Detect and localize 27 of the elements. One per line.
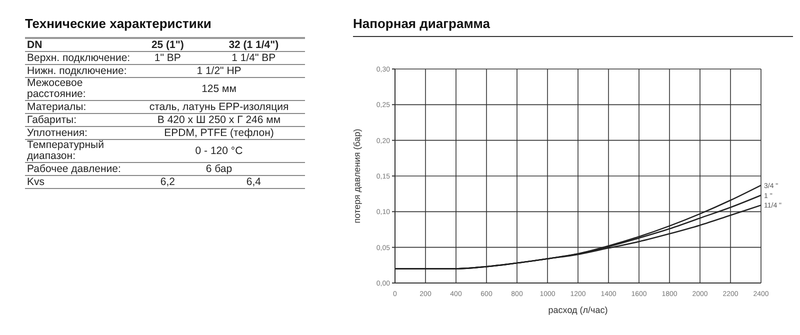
text: В 420 х Ш 250 х Г 246 мм [157, 114, 281, 126]
category-label: Габариты: [27, 114, 77, 126]
text: EPDM, PTFE (тефлон) [164, 126, 274, 138]
category-label: Kvs [27, 176, 45, 188]
chart-title: Напорная диаграмма [353, 16, 793, 37]
category-label: DN [27, 38, 42, 50]
text: 1 1/4" ВР [232, 52, 276, 64]
text: 25 (1") [151, 38, 184, 50]
category-label: Рабочее давление: [27, 162, 121, 174]
text: 6,2 [160, 176, 175, 188]
text: 125 мм [202, 82, 236, 94]
text: 32 (1 1/4") [228, 38, 279, 50]
category-label: Уплотнения: [27, 126, 88, 138]
text: 6,4 [246, 176, 261, 188]
text: Технические характеристики [25, 16, 212, 31]
text: 0 - 120 °C [195, 144, 243, 156]
y-axis-title: потеря давления (бар) [352, 128, 362, 224]
text: сталь, латунь EPP-изоляция [149, 100, 289, 112]
category-label: Материалы: [27, 100, 86, 112]
text: 6 бар [206, 162, 232, 174]
category-label: Верхн. подключение: [27, 52, 130, 64]
category-label: Межосевое расстояние: [27, 77, 86, 100]
text: 1" ВР [154, 52, 181, 64]
text: 1 1/2" НР [196, 64, 242, 76]
x-axis-title: расход (л/час) [548, 305, 608, 315]
category-label: Температурный диапазон: [27, 139, 104, 162]
category-label: Нижн. подключение: [27, 64, 127, 76]
